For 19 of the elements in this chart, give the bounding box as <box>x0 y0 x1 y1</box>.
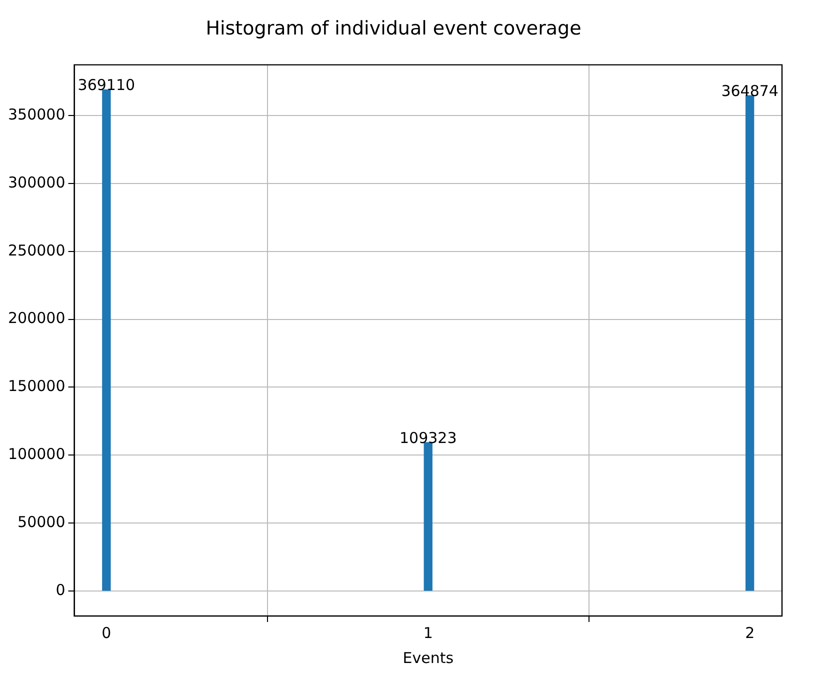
bar <box>746 95 754 591</box>
y-tick-label: 100000 <box>8 445 66 464</box>
bar <box>424 442 432 591</box>
y-tick-label: 200000 <box>8 309 66 328</box>
y-tick-label: 50000 <box>18 512 66 531</box>
y-tick-label: 300000 <box>8 173 66 192</box>
y-tick-label: 350000 <box>8 106 66 124</box>
data-label: 369110 <box>78 76 136 94</box>
data-label: 109323 <box>400 428 457 447</box>
chart-title: Histogram of individual event coverage <box>206 17 582 40</box>
x-tick-label: 2 <box>745 624 755 642</box>
x-axis-title: Events <box>402 648 454 667</box>
y-tick-label: 250000 <box>8 241 66 260</box>
x-tick-label: 1 <box>423 624 433 642</box>
bar <box>102 89 111 591</box>
y-tick-label: 150000 <box>8 377 66 396</box>
y-tick-label: 0 <box>56 580 66 599</box>
x-tick-label: 0 <box>102 624 112 642</box>
data-label: 364874 <box>721 82 778 100</box>
